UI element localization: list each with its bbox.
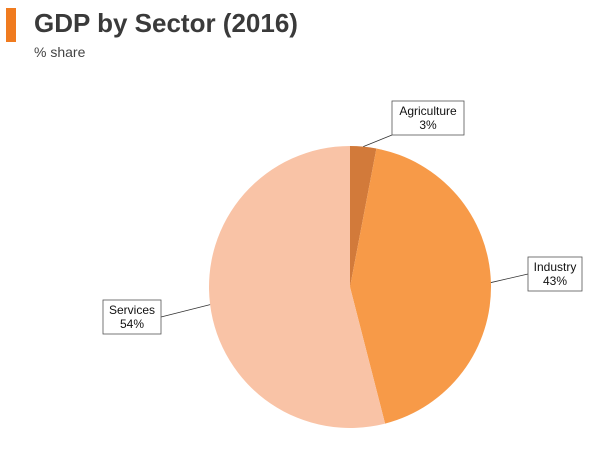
- chart-title: GDP by Sector (2016): [34, 8, 298, 38]
- title-accent-bar: [6, 8, 16, 42]
- slice-label-agriculture: Agriculture: [399, 104, 457, 118]
- pie-slice-industry: [350, 148, 491, 424]
- callout-line-industry: [490, 273, 529, 283]
- slice-label-services: Services: [109, 303, 155, 317]
- callout-box-industry: [527, 256, 583, 292]
- chart-subtitle: % share: [34, 44, 86, 60]
- callout-line-agriculture: [363, 134, 393, 147]
- callout-box-services: [102, 299, 162, 335]
- slice-value-industry: 43%: [543, 274, 567, 288]
- pie-slice-agriculture: [350, 146, 377, 287]
- pie-slices: [208, 146, 491, 428]
- pie-slice-services: [208, 146, 386, 428]
- slice-value-agriculture: 3%: [419, 118, 437, 132]
- callout-line-services: [160, 304, 211, 318]
- callout-box-agriculture: [391, 100, 465, 136]
- slice-value-services: 54%: [120, 317, 144, 331]
- slice-label-industry: Industry: [534, 260, 577, 274]
